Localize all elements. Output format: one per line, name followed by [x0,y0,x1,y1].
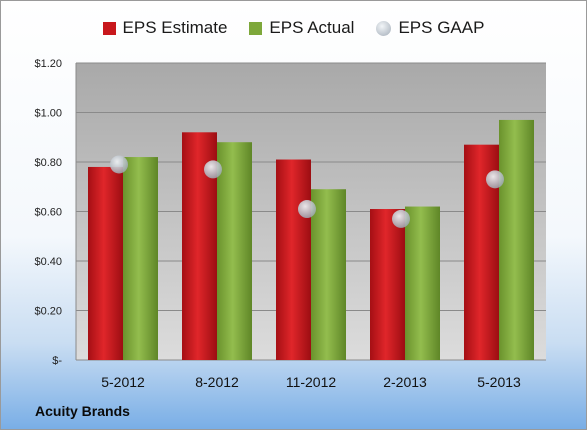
legend-swatch-eps-actual [249,21,263,35]
legend-item-eps-estimate: EPS Estimate [102,18,228,38]
marker-eps-gaap [392,209,410,228]
marker-eps-gaap [204,160,222,179]
y-tick-label: $1.00 [34,108,62,120]
y-tick-label: $0.80 [34,157,62,169]
legend-swatch-eps-estimate [102,21,116,35]
legend-label-eps-gaap: EPS GAAP [398,18,485,37]
legend-item-eps-gaap: EPS GAAP [376,18,484,38]
bar-eps-estimate [276,159,311,360]
legend-label-eps-actual: EPS Actual [269,18,355,37]
x-tick-label: 8-2012 [195,374,239,390]
bar-eps-estimate [370,209,405,360]
legend-item-eps-actual: EPS Actual [249,18,354,38]
chart-legend: EPS Estimate EPS Actual EPS GAAP [1,18,586,38]
bar-eps-estimate [88,166,123,360]
marker-eps-gaap [298,200,316,219]
bar-eps-actual [123,157,158,360]
x-tick-label: 5-2012 [101,374,145,390]
y-tick-label: $1.20 [34,58,62,70]
y-tick-label: $- [52,355,62,367]
y-tick-label: $0.20 [34,306,62,318]
legend-label-eps-estimate: EPS Estimate [122,18,228,37]
legend-swatch-eps-gaap [376,20,392,36]
marker-eps-gaap [486,170,504,189]
bar-eps-actual [499,119,534,360]
bar-eps-actual [405,206,440,360]
x-tick-label: 5-2013 [477,374,521,390]
x-tick-label: 2-2013 [383,374,427,390]
bar-eps-actual [217,142,252,360]
x-tick-label: 11-2012 [286,374,337,390]
y-tick-label: $0.60 [34,207,62,219]
y-tick-label: $0.40 [34,256,62,268]
marker-eps-gaap [110,155,128,174]
bar-eps-actual [311,189,346,360]
company-name: Acuity Brands [35,403,130,419]
